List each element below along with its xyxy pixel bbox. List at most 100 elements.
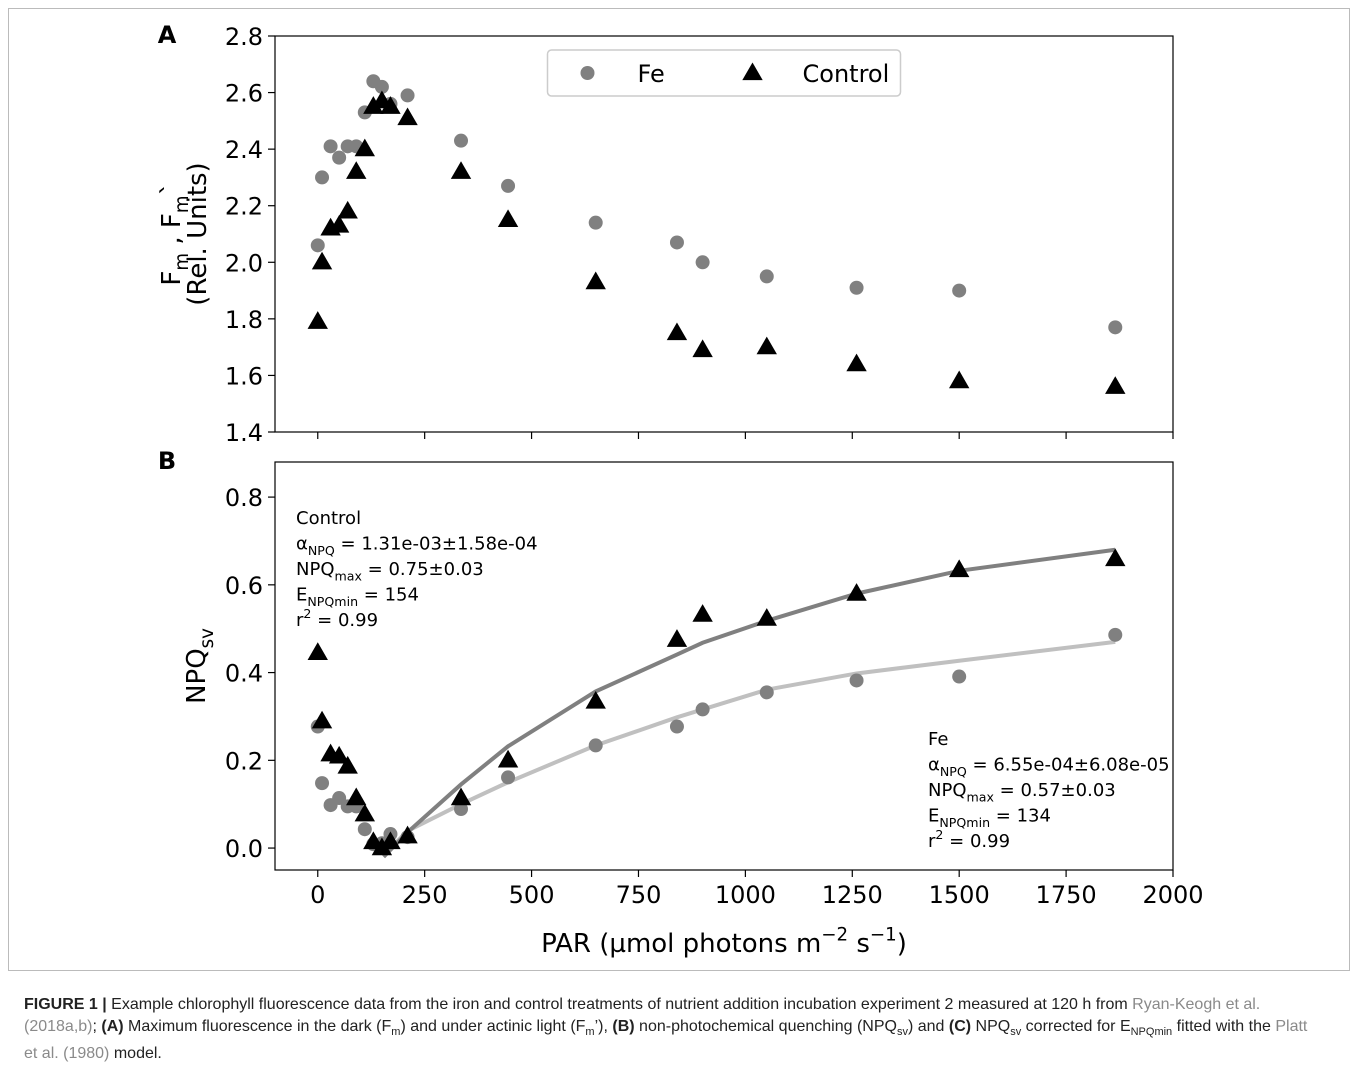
y-axis-label: NPQsv <box>182 628 218 704</box>
point <box>400 88 415 103</box>
point <box>846 353 867 372</box>
caption-text: sv <box>1010 1026 1022 1039</box>
point <box>397 825 418 844</box>
point <box>337 755 358 774</box>
y-tick-label: 0.2 <box>225 747 263 775</box>
caption-link[interactable]: Platt et al. (1980) <box>24 1018 1308 1063</box>
annotation-part: = 154 <box>358 585 419 606</box>
legend-marker <box>580 66 595 80</box>
point <box>756 608 777 626</box>
annotation-part: 2 <box>935 827 943 842</box>
caption-text: ) and under actinic light (F <box>400 1018 586 1035</box>
x-tick-label: 250 <box>402 881 448 909</box>
point <box>346 787 367 806</box>
annotation-part: max <box>335 568 363 583</box>
point <box>1108 627 1123 642</box>
caption-text: sv <box>896 1026 908 1039</box>
point <box>948 559 970 578</box>
annotation-part: r <box>296 610 304 631</box>
annotation-part: α <box>928 755 940 776</box>
x-tick-label: 1000 <box>715 881 776 909</box>
x-axis-label-part: s <box>848 929 870 959</box>
caption-text: non-photochemical quenching (NPQ <box>634 1018 897 1035</box>
caption: FIGURE 1 | Example chlorophyll fluoresce… <box>24 994 1324 1065</box>
annotation: NPQmax = 0.57±0.03 <box>928 780 1116 804</box>
point <box>846 583 867 601</box>
y-tick-label: 1.6 <box>225 362 263 390</box>
point <box>397 107 418 126</box>
point <box>311 251 333 270</box>
y-axis-label-part: , F <box>157 213 187 253</box>
point <box>310 238 325 253</box>
annotation: αNPQ = 1.31e-03±1.58e-04 <box>296 534 538 558</box>
y-tick-label: 2.4 <box>225 136 263 164</box>
point <box>307 311 328 329</box>
point <box>666 322 688 341</box>
point <box>501 770 516 785</box>
point <box>1105 548 1126 567</box>
y-tick-label: 0.4 <box>225 660 263 688</box>
caption-text: Maximum fluorescence in the dark (F <box>123 1018 392 1035</box>
caption-text: m <box>391 1026 401 1039</box>
y-axis-label-part: m <box>172 195 193 213</box>
x-axis-label-part: PAR (µmol photons m <box>541 929 821 959</box>
x-tick-label: 2000 <box>1142 881 1203 909</box>
x-tick-label: 750 <box>616 881 662 909</box>
legend-box <box>546 49 902 97</box>
point <box>332 150 347 165</box>
point <box>952 669 967 684</box>
annotation: ENPQmin = 134 <box>928 806 1051 830</box>
point <box>759 269 774 284</box>
annotation-part: NPQmin <box>939 815 990 830</box>
caption-text: fitted with the <box>1172 1018 1276 1035</box>
x-tick-label: 1250 <box>822 881 883 909</box>
point <box>454 802 469 817</box>
figure-frame <box>8 8 1350 971</box>
point <box>759 685 774 700</box>
annotation-part: Fe <box>928 729 948 750</box>
point <box>380 96 401 114</box>
x-tick-label: 1500 <box>929 881 990 909</box>
point <box>948 370 970 389</box>
annotation: r2 = 0.99 <box>928 827 1010 852</box>
point <box>307 642 328 660</box>
caption-text: model. <box>109 1045 162 1063</box>
point <box>380 831 401 850</box>
y-tick-label: 2.2 <box>225 193 263 221</box>
x-tick-label: 0 <box>310 881 325 909</box>
fit-line <box>389 639 1116 850</box>
point <box>450 161 472 179</box>
x-axis-label-part: ) <box>897 929 907 959</box>
x-tick-label: 1750 <box>1036 881 1097 909</box>
point <box>354 138 375 157</box>
point <box>1105 376 1126 394</box>
annotation-part: α <box>296 534 308 555</box>
point <box>323 139 338 154</box>
annotation-part: Control <box>296 508 361 529</box>
caption-text: (C) <box>948 1018 972 1035</box>
point <box>337 200 358 219</box>
annotation-part: = 1.31e-03±1.58e-04 <box>335 534 538 555</box>
point <box>454 133 469 148</box>
annotation-part: = 0.99 <box>311 610 378 631</box>
point <box>849 280 864 295</box>
annotation: Fe <box>928 729 948 750</box>
point <box>849 673 864 688</box>
point <box>695 702 710 717</box>
annotation: ENPQmin = 154 <box>296 585 419 609</box>
caption-link[interactable]: Ryan-Keogh et al. (2018a,b) <box>24 996 1261 1035</box>
point <box>450 787 472 806</box>
point <box>497 209 519 227</box>
point <box>328 745 350 764</box>
point <box>695 255 710 270</box>
annotation-part: = 0.57±0.03 <box>994 780 1116 801</box>
caption-text: ’), <box>594 1018 613 1035</box>
annotation: αNPQ = 6.55e-04±6.08e-05 <box>928 755 1170 779</box>
x-axis-label-part: −1 <box>870 924 897 945</box>
point <box>357 822 372 837</box>
annotation-part: NPQ <box>928 780 967 801</box>
x-axis-label-part: −2 <box>821 924 848 945</box>
point <box>588 215 603 230</box>
y-axis-label-part: ` <box>157 182 187 195</box>
